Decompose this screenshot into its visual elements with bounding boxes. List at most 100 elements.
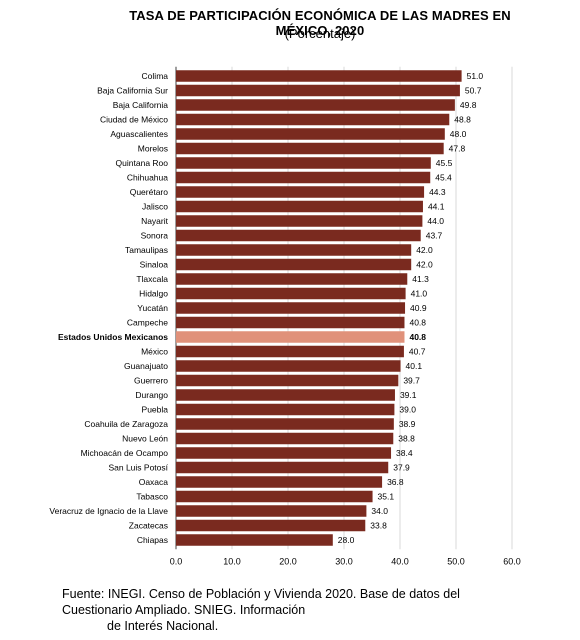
bar	[176, 128, 445, 140]
bar	[176, 287, 406, 300]
x-tick-label: 30.0	[335, 556, 353, 566]
bar	[176, 113, 450, 126]
bars	[176, 70, 462, 546]
category-label: Nayarit	[141, 216, 169, 226]
data-label: 33.8	[370, 521, 387, 531]
category-label: Hidalgo	[139, 289, 168, 299]
source-line-1: Fuente: INEGI. Censo de Población y Vivi…	[62, 587, 460, 601]
category-label: Michoacán de Ocampo	[81, 448, 169, 458]
category-label: Campeche	[127, 318, 168, 328]
category-label: Zacatecas	[129, 521, 168, 531]
category-label: Querétaro	[130, 187, 169, 197]
data-label: 39.7	[403, 376, 420, 386]
category-label: Ciudad de México	[100, 115, 168, 125]
data-label: 35.1	[378, 492, 395, 502]
bar	[176, 403, 395, 416]
data-label: 45.5	[436, 158, 453, 168]
category-label: Coahuila de Zaragoza	[84, 419, 168, 429]
bar	[176, 316, 405, 329]
x-tick-label: 50.0	[447, 556, 465, 566]
bar	[176, 244, 412, 256]
bar	[176, 418, 394, 430]
category-label: Aguascalientes	[110, 129, 168, 139]
category-label: Chiapas	[137, 535, 168, 545]
data-label: 28.0	[338, 535, 355, 545]
source-line-2: Cuestionario Ampliado. SNIEG. Informació…	[62, 603, 306, 617]
bar	[176, 142, 444, 155]
data-label: 40.1	[406, 361, 423, 371]
x-tick-label: 20.0	[279, 556, 297, 566]
category-label: Veracruz de Ignacio de la Llave	[49, 506, 168, 516]
data-label: 39.1	[400, 390, 417, 400]
category-label: México	[141, 347, 168, 357]
bar	[176, 490, 373, 503]
data-label: 48.8	[454, 115, 471, 125]
data-label: 40.7	[409, 347, 426, 357]
bar	[176, 360, 401, 372]
bar	[176, 229, 421, 242]
data-label: 37.9	[393, 463, 410, 473]
data-label: 38.8	[398, 434, 415, 444]
category-label: Tamaulipas	[125, 245, 168, 255]
category-label: Tlaxcala	[136, 274, 168, 284]
category-label: Estados Unidos Mexicanos	[58, 332, 168, 342]
category-label: Baja California Sur	[97, 86, 168, 96]
data-label: 40.8	[409, 318, 426, 328]
category-label: Durango	[135, 390, 168, 400]
source-line-3: de Interés Nacional.	[107, 619, 219, 633]
x-tick-label: 10.0	[223, 556, 241, 566]
category-label: Yucatán	[137, 303, 168, 313]
category-label: Nuevo León	[122, 434, 168, 444]
category-labels: Colima Baja California Sur Baja California…	[49, 71, 168, 545]
bar	[176, 374, 399, 387]
bar	[176, 186, 425, 198]
category-label: Chihuahua	[127, 173, 168, 183]
chart-title: TASA DE PARTICIPACIÓN ECONÓMICA DE LAS M…	[129, 8, 511, 38]
category-label: Guerrero	[134, 376, 168, 386]
x-tick-label: 40.0	[391, 556, 409, 566]
data-label: 51.0	[467, 71, 484, 81]
bar	[176, 99, 455, 111]
bar	[176, 157, 431, 169]
data-label: 41.3	[412, 274, 429, 284]
bar	[176, 84, 460, 97]
category-label: Tabasco	[136, 492, 168, 502]
source-note: Fuente: INEGI. Censo de Población y Vivi…	[62, 586, 528, 634]
category-label: Guanajuato	[124, 361, 168, 371]
category-label: Oaxaca	[139, 477, 169, 487]
category-label: Sonora	[141, 231, 169, 241]
bar	[176, 447, 392, 459]
data-label: 50.7	[465, 86, 482, 96]
data-label: 43.7	[426, 231, 443, 241]
category-label: Quintana Roo	[116, 158, 169, 168]
data-label: 38.9	[399, 419, 416, 429]
bar	[176, 258, 412, 271]
bar-chart: Colima Baja California Sur Baja California…	[49, 66, 521, 566]
data-label: 44.0	[427, 216, 444, 226]
category-label: San Luis Potosí	[108, 463, 168, 473]
data-label: 38.4	[396, 448, 413, 458]
category-label: Colima	[142, 71, 169, 81]
data-label: 34.0	[371, 506, 388, 516]
data-label: 41.0	[411, 289, 428, 299]
data-label: 49.8	[460, 100, 477, 110]
data-label: 48.0	[450, 129, 467, 139]
bar	[176, 70, 462, 82]
x-axis-ticks: 0.0 10.0 20.0 30.0 40.0 50.0 60.0	[170, 556, 521, 566]
bar	[176, 215, 423, 227]
bar	[176, 534, 333, 546]
bar	[176, 505, 367, 517]
category-label: Jalisco	[142, 202, 168, 212]
data-label: 45.4	[435, 173, 452, 183]
data-label: 40.8	[409, 332, 426, 342]
x-tick-label: 60.0	[503, 556, 521, 566]
bar	[176, 200, 423, 213]
value-labels: 51.0 50.7 49.8 48.8 48.0 47.8 45.5 45.4 44.3 44.1…	[338, 71, 484, 545]
bar	[176, 476, 383, 488]
data-label: 42.0	[416, 260, 433, 270]
data-label: 44.3	[429, 187, 446, 197]
bar	[176, 331, 405, 343]
x-tick-label: 0.0	[170, 556, 183, 566]
chart-subtitle: (Porcentaje)	[284, 26, 356, 41]
bar	[176, 389, 395, 401]
